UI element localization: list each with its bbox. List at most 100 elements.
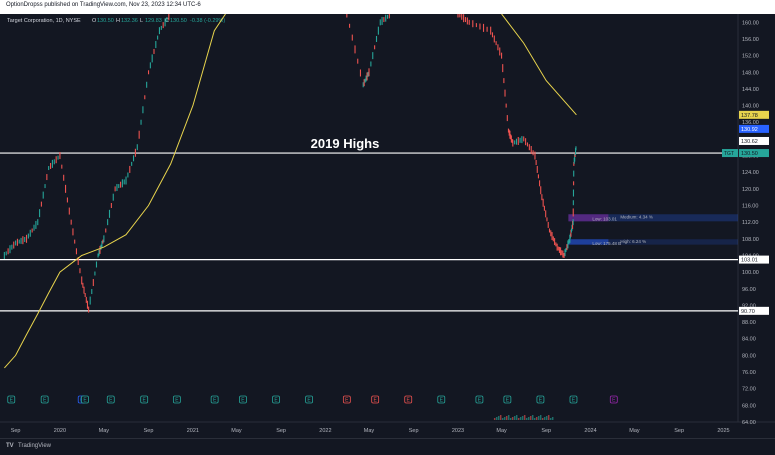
legend-low-label: L [140, 18, 143, 24]
volume-bar [493, 418, 496, 420]
earnings-marker-label: E [612, 398, 616, 404]
price-label-box [739, 110, 769, 119]
earnings-marker-label: E [572, 398, 576, 404]
volume-bar [509, 418, 512, 420]
symbol-tag-box [722, 149, 738, 158]
x-tick-label: 2020 [54, 428, 66, 434]
price-label-box [739, 149, 769, 158]
y-tick-label: 96.00 [742, 287, 756, 293]
volume-bar [513, 416, 516, 420]
volume-bar [533, 418, 536, 420]
earnings-marker [569, 395, 578, 404]
symbol-tag-label: TGT [724, 151, 734, 157]
volume-bar [503, 417, 506, 420]
range-box-right-label: Medium: 4.34 % [620, 214, 653, 219]
earnings-marker-label: E [109, 398, 113, 404]
earnings-marker [172, 395, 181, 404]
volume-bar [525, 418, 528, 420]
legend-symbol: Target Corporation, 1D, NYSE [7, 18, 81, 24]
earnings-marker-label: E [345, 398, 349, 404]
price-label-value: 130.92 [741, 127, 758, 133]
y-tick-label: 72.00 [742, 387, 756, 393]
range-boxes: Low: 103.01 Medium: 4.34 % Low: 175.48 B Hi… [568, 214, 738, 246]
y-tick-label: 112.00 [742, 220, 758, 226]
earnings-marker-label: E [374, 398, 378, 404]
legend-change: -0.38 (-0.29%) [190, 18, 225, 24]
y-tick-label: 100.00 [742, 270, 759, 276]
volume-bar [527, 417, 530, 420]
earnings-marker-label: E [539, 398, 543, 404]
y-tick-label: 156.00 [742, 37, 759, 43]
earnings-marker [81, 395, 89, 404]
earnings-marker-label: E [440, 398, 444, 404]
volume-bar [543, 417, 546, 420]
earnings-marker [239, 395, 247, 404]
x-tick-label: May [496, 428, 507, 434]
tradingview-brand: TradingView [18, 443, 52, 449]
price-label-value: 130.62 [741, 139, 758, 145]
earnings-marker [210, 395, 219, 404]
chart-legend: Target Corporation, 1D, NYSE O 130.50 H … [7, 18, 225, 24]
y-tick-label: 76.00 [742, 370, 756, 376]
moving-average-line [501, 14, 577, 116]
earnings-marker [305, 395, 313, 404]
volume-bar [501, 418, 504, 420]
range-box-right-label: High: 6.24 % [620, 239, 646, 244]
x-tick-label: 2021 [187, 428, 199, 434]
price-label-box [739, 136, 769, 145]
volume-bar [537, 416, 540, 420]
x-tick-label: Sep [674, 428, 684, 434]
earnings-marker-label: E [274, 398, 278, 404]
event-markers[interactable]: EEEEEEEEEEEEEEEEEEEE [7, 395, 618, 404]
legend-high-value: 132.36 [121, 18, 138, 24]
earnings-marker-label: E [213, 398, 217, 404]
y-tick-label: 84.00 [742, 337, 756, 343]
price-label-value: 130.50 [741, 151, 758, 157]
x-tick-label: Sep [11, 428, 21, 434]
volume-bar [507, 415, 510, 420]
price-label-box [739, 255, 769, 264]
volume-bar [519, 417, 522, 420]
range-box [568, 239, 738, 245]
earnings-marker [272, 395, 280, 404]
y-tick-label: 152.00 [742, 54, 759, 60]
moving-average-line [4, 14, 226, 369]
legend-open-label: O [92, 18, 97, 24]
tradingview-logo-icon: TV [6, 443, 14, 449]
volume-bar [511, 417, 514, 420]
volume-bar [499, 415, 502, 420]
earnings-marker [371, 395, 380, 404]
y-tick-label: 108.00 [742, 237, 759, 243]
volume-bar [535, 417, 538, 420]
y-tick-label: 160.00 [742, 20, 759, 26]
volume-bar [521, 416, 524, 420]
legend-close-value: 130.50 [170, 18, 187, 24]
volume-bar [531, 415, 534, 420]
price-label-value: 137.78 [741, 113, 758, 119]
volume-bar [539, 415, 542, 420]
y-tick-label: 136.00 [742, 120, 759, 126]
y-tick-label: 88.00 [742, 320, 756, 326]
price-label-box [739, 124, 769, 133]
volume-bar [523, 415, 526, 420]
y-tick-label: 120.00 [742, 187, 759, 193]
legend-high-label: H [116, 18, 120, 24]
volume-bar [515, 415, 518, 420]
price-chart[interactable]: Target Corporation, 1D, NYSE O 130.50 H … [0, 14, 775, 438]
earnings-marker-label: E [10, 398, 14, 404]
earnings-marker-label: E [143, 398, 147, 404]
x-tick-label: Sep [276, 428, 286, 434]
y-tick-label: 80.00 [742, 353, 756, 359]
earnings-marker-label: E [241, 398, 245, 404]
price-label-box [739, 306, 769, 315]
earnings-marker [503, 395, 512, 404]
x-tick-label: 2022 [319, 428, 331, 434]
earnings-marker-label: E [407, 398, 411, 404]
range-box-handle [568, 214, 609, 222]
range-box-left-label: Low: 175.48 B [592, 241, 621, 246]
x-axis[interactable]: Sep 2020 May Sep 2021 May Sep 2022 May Sep 2023 May… [11, 428, 730, 434]
earnings-marker [106, 395, 115, 404]
publish-info: OptionDropss published on TradingView.co… [6, 2, 201, 8]
volume-bar [545, 416, 548, 420]
volume-bar [517, 418, 520, 420]
